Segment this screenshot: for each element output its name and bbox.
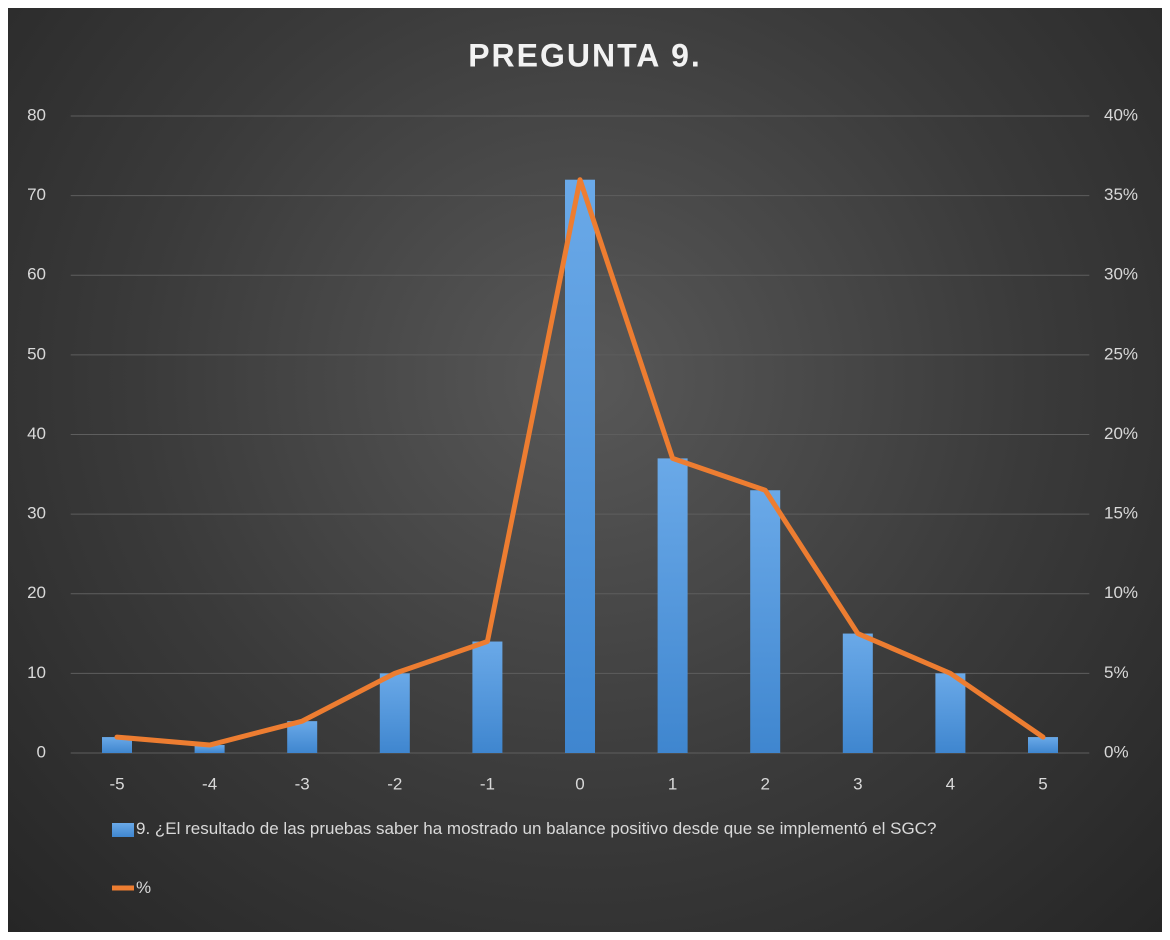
y2-tick-label: 0% [1104,742,1129,761]
bar [287,721,318,753]
y-tick-label: 70 [27,185,46,204]
bar [750,490,781,753]
y2-tick-label: 40% [1104,105,1138,124]
chart: PREGUNTA 9. 010203040506070800%5%10%15%2… [27,37,1138,891]
bar [935,673,966,753]
x-tick-label: -5 [109,774,124,793]
legend-label: 9. ¿El resultado de las pruebas saber ha… [136,819,937,838]
x-tick-label: -1 [480,774,495,793]
x-tick-label: 5 [1038,774,1047,793]
bar [657,458,688,753]
y-tick-label: 40 [27,424,46,443]
x-tick-label: -2 [387,774,402,793]
y2-tick-label: 15% [1104,504,1138,523]
chart-title: PREGUNTA 9. [468,37,702,73]
bar [379,673,410,753]
y-tick-label: 80 [27,105,46,124]
y-tick-label: 10 [27,663,46,682]
x-tick-label: -4 [202,774,217,793]
x-tick-label: 0 [575,774,584,793]
x-tick-label: 2 [760,774,769,793]
x-tick-label: 4 [946,774,955,793]
y-tick-label: 60 [27,265,46,284]
y2-tick-label: 25% [1104,344,1138,363]
x-tick-label: 1 [668,774,677,793]
line [114,177,1046,748]
bar [842,633,873,753]
y2-tick-label: 5% [1104,663,1129,682]
y-tick-label: 50 [27,344,46,363]
chart-area: PREGUNTA 9. 0 10 20 30 40 50 60 70 80 0% 5% 10% 15% 2… [8,8,1162,932]
legend-swatch-bar [112,823,134,837]
x-tick-label: 3 [853,774,862,793]
bar [565,179,595,753]
y2-tick-label: 35% [1104,185,1138,204]
y2-tick-label: 20% [1104,424,1138,443]
y-tick-label: 20 [27,583,46,602]
y2-tick-label: 10% [1104,583,1138,602]
y-tick-label: 30 [27,504,46,523]
y-tick-label: 0 [37,742,46,761]
y2-tick-label: 30% [1104,265,1138,284]
bar [472,641,503,753]
x-tick-label: -3 [295,774,310,793]
bar [1028,737,1058,753]
bar [102,737,132,753]
legend-label: % [136,878,152,897]
bar [194,745,225,753]
